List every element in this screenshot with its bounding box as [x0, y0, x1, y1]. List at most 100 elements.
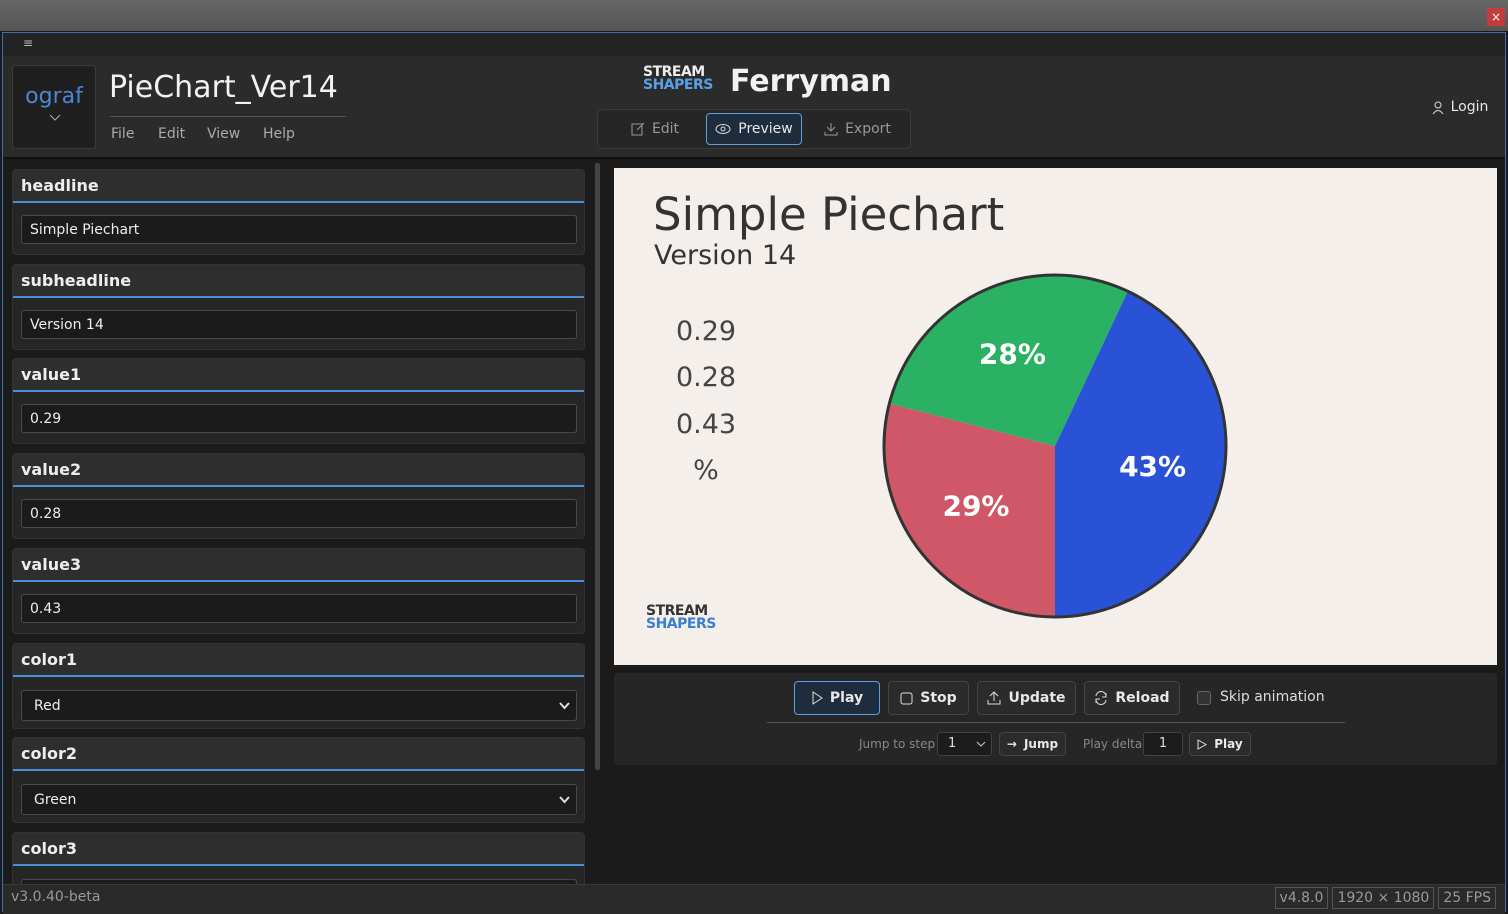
menu-strip [3, 33, 1505, 56]
field-label: value3 [21, 554, 82, 574]
version: v3.0.40-beta [11, 889, 101, 905]
reload-button[interactable]: Reload [1084, 681, 1180, 715]
brand-line: STREAM [643, 64, 705, 80]
menu-item[interactable]: View [207, 126, 241, 142]
status-badge: 25 FPS [1438, 887, 1496, 909]
jump-label: Jump to step [859, 737, 936, 751]
field-card: subheadline Version 14 [12, 263, 585, 350]
chevron [559, 796, 570, 804]
field-label: headline [21, 176, 99, 195]
brand-line: SHAPERS [646, 615, 716, 632]
chevron [49, 114, 61, 121]
button-label: Update [1008, 690, 1066, 706]
app-title: PieChart_Ver14 [109, 70, 338, 105]
step-value: 1 [948, 736, 957, 751]
menu-item[interactable]: Edit [158, 126, 186, 142]
chevron [559, 701, 570, 709]
brand-logo: STREAM SHAPERS [643, 64, 713, 93]
preview-brand: STREAM SHAPERS [646, 603, 716, 632]
field-label: value1 [21, 365, 82, 385]
field-header [13, 738, 584, 772]
field-header [13, 170, 584, 203]
menu-icon[interactable]: ≡ [23, 36, 34, 50]
field-value: Red [34, 697, 61, 714]
field-input[interactable]: 0.43 [21, 593, 577, 623]
field-header [13, 359, 584, 393]
preview-subheadline: Version 14 [654, 240, 797, 271]
menu-item[interactable]: Help [263, 126, 295, 142]
logo-box[interactable]: ograf [12, 65, 96, 149]
button-label: Play [829, 690, 864, 706]
field-label: subheadline [21, 270, 132, 290]
skip-checkbox[interactable] [1197, 691, 1211, 705]
field-label: color1 [21, 649, 77, 669]
button-label: Stop [920, 690, 957, 706]
menu-item[interactable]: File [111, 126, 135, 142]
tab-label: Export [845, 121, 891, 137]
pie-chart: 29% 28% 43% [882, 273, 1228, 619]
login-label: Login [1450, 99, 1489, 115]
field-card: value3 0.43 [12, 547, 585, 634]
status-badges: v4.8.0 1920 × 1080 25 FPS [1274, 887, 1496, 909]
frame [2, 32, 1506, 912]
delta-value: 1 [1158, 736, 1168, 751]
tab-edit[interactable]: Edit [620, 114, 690, 144]
field-value: Version 14 [30, 316, 104, 333]
field-value: Simple Piechart [30, 222, 140, 238]
field-card: color1 Red [12, 642, 585, 729]
play-button[interactable]: Play [794, 681, 880, 715]
field-input[interactable]: 0.28 [21, 499, 577, 529]
field-label: value2 [21, 460, 82, 480]
jump-button[interactable]: → Jump [999, 732, 1066, 756]
preview-value: 0.29 [675, 316, 737, 347]
pie-slice [1055, 291, 1226, 617]
divider [767, 722, 1345, 723]
field-value: 0.28 [30, 506, 62, 523]
login-button[interactable]: Login [1424, 94, 1496, 120]
preview-headline: Simple Piechart [653, 188, 1005, 241]
delta-input[interactable]: 1 [1143, 732, 1183, 756]
header [3, 56, 1505, 159]
field-label: color3 [21, 838, 77, 858]
slice-label: 43% [1119, 450, 1186, 483]
field-select[interactable]: Red [21, 689, 577, 721]
field-header [13, 548, 584, 582]
brand-line: SHAPERS [643, 76, 713, 93]
slice-label: 28% [979, 338, 1046, 371]
brand-line: STREAM [646, 603, 708, 619]
button-label: Jump [1023, 737, 1059, 751]
field-select[interactable]: Green [21, 784, 577, 816]
scrollbar[interactable] [595, 163, 600, 770]
field-card: headline Simple Piechart [12, 169, 585, 255]
close-button[interactable]: × [1487, 8, 1505, 26]
button-label: Play [1214, 737, 1243, 751]
field-value: Green [34, 792, 77, 809]
step-select[interactable]: 1 [937, 732, 992, 756]
logo-text: ograf [25, 84, 83, 109]
update-button[interactable]: Update [977, 681, 1076, 715]
field-card: value1 0.29 [12, 358, 585, 445]
field-input[interactable]: 0.29 [21, 404, 577, 434]
tab-label: Preview [738, 121, 793, 137]
pie-outline [882, 273, 1228, 619]
step-play-button[interactable]: Play [1189, 732, 1251, 756]
field-value: 0.43 [30, 600, 62, 617]
stop-button[interactable]: Stop [888, 681, 969, 715]
delta-label: Play delta [1083, 737, 1143, 751]
field-label: color2 [21, 744, 77, 764]
field-value: 0.29 [30, 411, 62, 428]
field-select[interactable] [21, 878, 577, 884]
title-bar [0, 0, 1508, 31]
title-underline [110, 116, 346, 117]
preview-value: % [693, 454, 719, 486]
tab-export[interactable]: Export [815, 114, 900, 144]
pie-slice [889, 274, 1128, 446]
field-header [13, 643, 584, 677]
field-card: color3 [12, 831, 585, 884]
field-input[interactable]: Version 14 [21, 309, 577, 339]
skip-label: Skip animation [1220, 689, 1325, 705]
tab-preview[interactable]: Preview [706, 113, 802, 145]
field-header [13, 832, 584, 866]
field-input[interactable]: Simple Piechart [21, 215, 577, 244]
